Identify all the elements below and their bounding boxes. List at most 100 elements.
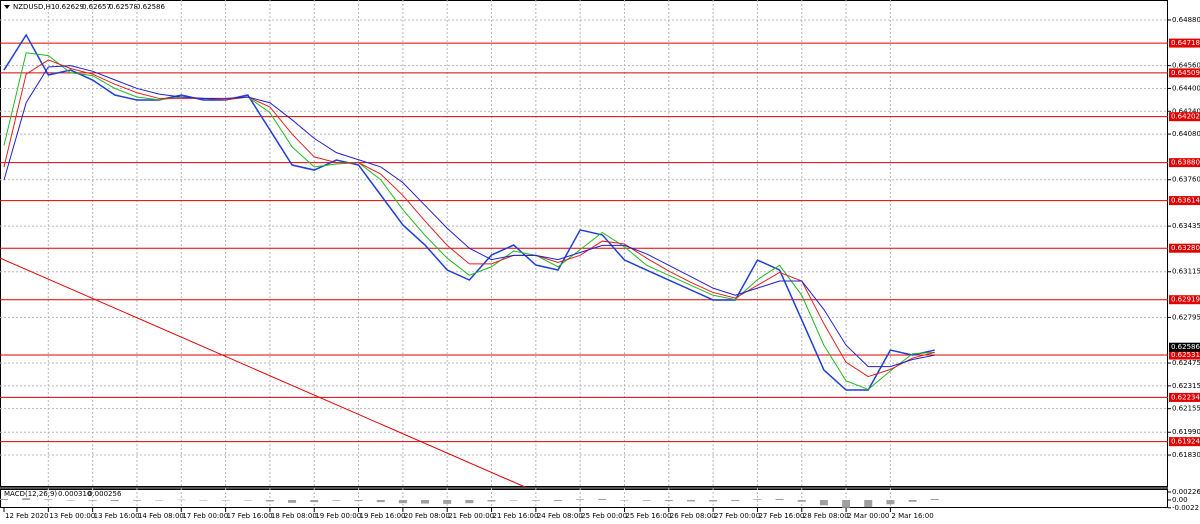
level-label: 0.62234 — [1171, 393, 1200, 401]
level-label: 0.63280 — [1171, 244, 1200, 252]
y-tick-label: 0.64400 — [1172, 84, 1200, 92]
x-tick-label: 26 Feb 08:00 — [670, 512, 716, 520]
price-tag — [1169, 342, 1200, 352]
level-tag — [1169, 68, 1200, 78]
level-tag — [1169, 392, 1200, 402]
macd-bar — [775, 498, 784, 501]
level-label: 0.63614 — [1171, 197, 1200, 205]
level-tag — [1169, 112, 1200, 122]
y-tick-label: 0.61830 — [1172, 451, 1200, 459]
x-tick-label: 18 Feb 08:00 — [271, 512, 317, 520]
level-label: 0.62919 — [1171, 296, 1200, 304]
price-label: 0.62586 — [1171, 343, 1200, 351]
macd-bar — [177, 499, 186, 501]
macd-bar — [908, 500, 917, 502]
y-tick-label: 0.63760 — [1172, 176, 1200, 184]
macd-bar — [753, 499, 762, 501]
level-label: 0.61924 — [1171, 438, 1200, 446]
macd-bar — [443, 500, 452, 504]
macd-tick-label: -0.0022 — [1172, 504, 1199, 512]
macd-bar — [709, 500, 718, 502]
symbol-title: NZDUSD,H1 — [13, 3, 55, 11]
y-tick-label: 0.63115 — [1172, 268, 1200, 276]
y-tick-label: 0.62315 — [1172, 382, 1200, 390]
x-tick-label: 17 Feb 16:00 — [227, 512, 273, 520]
macd-bar — [554, 500, 562, 502]
level-tag — [1169, 350, 1200, 360]
level-tag — [1169, 38, 1200, 48]
x-tick-label: 20 Feb 08:00 — [404, 512, 450, 520]
x-tick-label: 19 Feb 00:00 — [315, 512, 361, 520]
x-tick-label: 13 Feb 00:00 — [49, 512, 95, 520]
macd-reading: 0.000256 — [88, 490, 122, 498]
macd-bar — [421, 500, 430, 504]
series-line — [3, 52, 935, 391]
macd-bar — [664, 500, 673, 502]
macd-bar — [354, 500, 363, 502]
macd-bar — [376, 500, 385, 503]
x-tick-label: 21 Feb 00:00 — [448, 512, 494, 520]
macd-bar — [332, 500, 341, 501]
macd-bar — [132, 500, 141, 501]
macd-bar — [88, 500, 97, 501]
macd-tick-label: 0.00226 — [1172, 488, 1200, 496]
macd-bar — [487, 500, 496, 502]
macd-bar — [243, 500, 252, 501]
y-tick-label: 0.62155 — [1172, 405, 1200, 413]
level-tag — [1169, 196, 1200, 206]
x-tick-label: 27 Feb 00:00 — [714, 512, 760, 520]
macd-reading: 0.000310 — [58, 490, 91, 498]
macd-bar — [620, 500, 629, 501]
ohlc-value: 0.62586 — [136, 3, 165, 11]
macd-bar — [842, 500, 851, 508]
macd-bar — [0, 498, 8, 501]
x-tick-label: 2 Mar 16:00 — [891, 512, 933, 520]
x-tick-label: 13 Feb 16:00 — [94, 512, 140, 520]
x-tick-label: 25 Feb 16:00 — [625, 512, 671, 520]
macd-bar — [66, 500, 75, 501]
macd-tick-label: 0.00 — [1172, 496, 1188, 504]
y-tick-label: 0.64240 — [1172, 107, 1200, 115]
level-tag — [1169, 437, 1200, 447]
macd-bar — [288, 500, 297, 503]
y-tick-label: 0.64880 — [1172, 16, 1200, 24]
macd-bar — [531, 500, 540, 501]
level-label: 0.64202 — [1171, 113, 1200, 121]
menu-arrow[interactable] — [4, 5, 10, 9]
level-tag — [1169, 243, 1200, 253]
macd-bar — [819, 500, 828, 506]
trendline — [0, 257, 526, 488]
x-tick-label: 27 Feb 16:00 — [758, 512, 804, 520]
level-label: 0.63880 — [1171, 159, 1200, 167]
y-tick-label: 0.64560 — [1172, 62, 1200, 70]
macd-bar — [110, 500, 119, 502]
macd-bar — [398, 500, 407, 504]
x-tick-label: 12 Feb 2020 — [5, 512, 49, 520]
x-tick-label: 28 Feb 08:00 — [803, 512, 849, 520]
level-label: 0.62531 — [1171, 351, 1200, 359]
level-tag — [1169, 158, 1200, 168]
y-tick-label: 0.63435 — [1172, 222, 1200, 230]
x-tick-label: 2 Mar 00:00 — [847, 512, 889, 520]
macd-bar — [731, 500, 740, 502]
x-tick-label: 17 Feb 00:00 — [182, 512, 228, 520]
main-frame — [0, 0, 1168, 487]
macd-bar — [221, 500, 230, 501]
y-tick-label: 0.62795 — [1172, 313, 1200, 321]
macd-bar — [642, 500, 651, 501]
y-tick-label: 0.64080 — [1172, 130, 1200, 138]
macd-bar — [886, 500, 895, 505]
x-tick-label: 19 Feb 16:00 — [360, 512, 406, 520]
x-tick-label: 24 Feb 08:00 — [537, 512, 583, 520]
macd-bar — [44, 499, 53, 501]
ohlc-value: 0.62578 — [109, 3, 138, 11]
y-tick-label: 0.62475 — [1172, 359, 1200, 367]
macd-bar — [797, 500, 806, 502]
x-tick-label: 14 Feb 08:00 — [138, 512, 184, 520]
series-line — [3, 59, 935, 378]
macd-bar — [576, 499, 585, 501]
level-tag — [1169, 295, 1200, 305]
x-tick-label: 21 Feb 16:00 — [493, 512, 539, 520]
